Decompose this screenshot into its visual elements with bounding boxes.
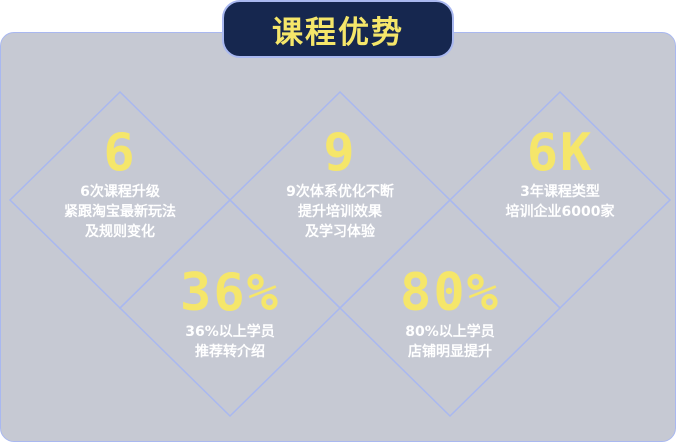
advantage-item-3: 6K 3年课程类型 培训企业6000家 (480, 124, 640, 222)
advantage-number: 9 (323, 123, 357, 183)
advantage-item-1: 6 6次课程升级 紧跟淘宝最新玩法 及规则变化 (40, 124, 200, 242)
advantage-text: 3年课程类型 培训企业6000家 (505, 184, 615, 220)
advantage-number: 80% (400, 263, 500, 323)
advantage-number: 6 (103, 123, 137, 183)
advantage-text: 36%以上学员 推荐转介绍 (185, 324, 275, 360)
title-banner: 课程优势 (222, 0, 454, 58)
advantage-number: 36% (180, 263, 280, 323)
diamond-4 (118, 198, 342, 418)
diamond-5 (338, 198, 562, 418)
advantage-item-2: 9 9次体系优化不断 提升培训效果 及学习体验 (260, 124, 420, 242)
advantage-item-5: 80% 80%以上学员 店铺明显提升 (370, 264, 530, 362)
advantage-text: 9次体系优化不断 提升培训效果 及学习体验 (286, 184, 394, 240)
advantage-text: 6次课程升级 紧跟淘宝最新玩法 及规则变化 (64, 184, 176, 240)
advantage-text: 80%以上学员 店铺明显提升 (405, 324, 495, 360)
advantage-item-4: 36% 36%以上学员 推荐转介绍 (150, 264, 310, 362)
advantage-number: 6K (526, 123, 594, 183)
advantages-panel (0, 32, 676, 442)
page-title: 课程优势 (272, 14, 404, 51)
